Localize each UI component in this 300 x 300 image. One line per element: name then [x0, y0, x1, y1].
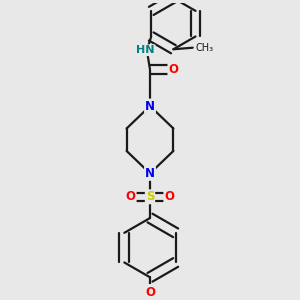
- Text: O: O: [145, 286, 155, 299]
- Text: O: O: [126, 190, 136, 203]
- Text: CH₃: CH₃: [196, 43, 214, 53]
- Text: N: N: [145, 100, 155, 112]
- Text: O: O: [164, 190, 174, 203]
- Text: N: N: [145, 167, 155, 180]
- Text: HN: HN: [136, 45, 155, 55]
- Text: S: S: [146, 190, 154, 203]
- Text: O: O: [168, 63, 178, 76]
